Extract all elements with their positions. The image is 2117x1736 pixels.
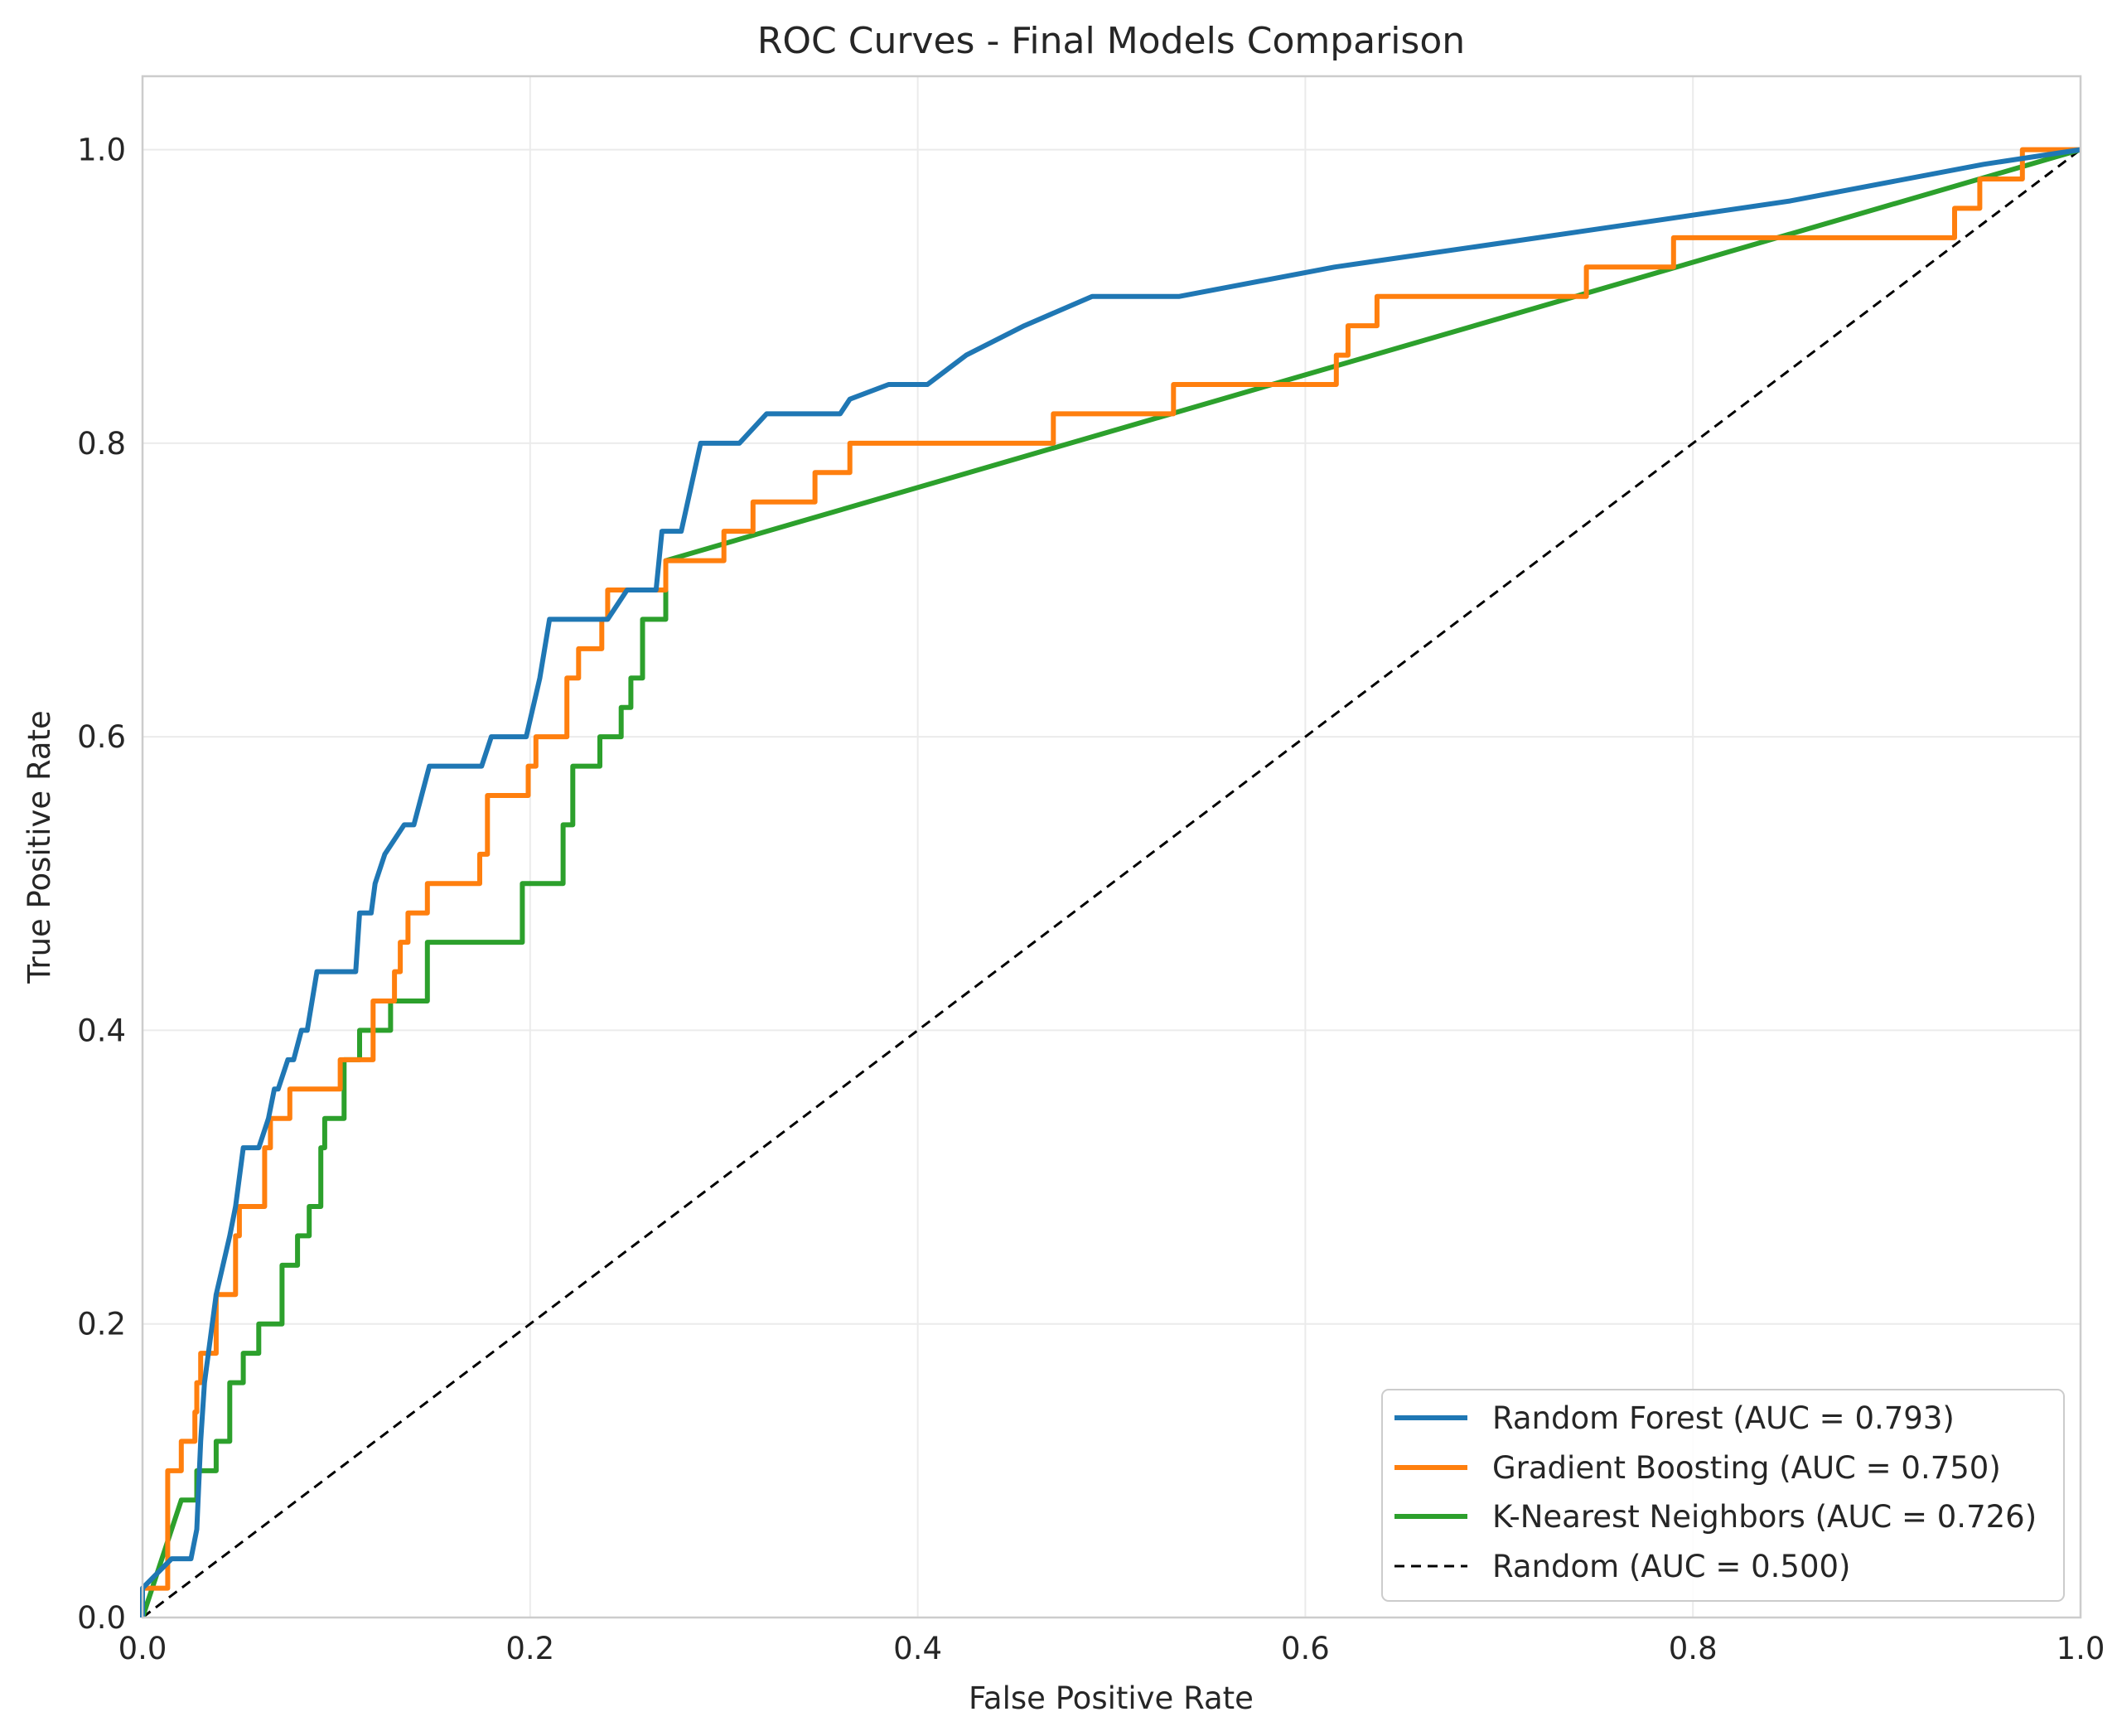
x-axis-label: False Positive Rate xyxy=(969,1680,1254,1716)
y-axis-label: True Positive Rate xyxy=(22,710,57,984)
x-tick-label: 1.0 xyxy=(2057,1631,2105,1666)
y-tick-label: 0.2 xyxy=(77,1307,126,1342)
y-tick-label: 0.4 xyxy=(77,1013,126,1048)
legend-label-random-forest: Random Forest (AUC = 0.793) xyxy=(1492,1400,1955,1436)
x-tick-label: 0.8 xyxy=(1669,1631,1718,1666)
plot-frame xyxy=(141,75,2082,1619)
y-tick-label: 0.6 xyxy=(77,719,126,755)
y-tick-label: 0.0 xyxy=(77,1600,126,1636)
tick-labels: 0.0 0.2 0.4 0.6 0.8 1.0 0.0 0.2 0.4 0.6 0.8 1.0 xyxy=(77,133,2105,1666)
series-line-random-forest xyxy=(140,147,2081,1618)
legend-label-random-baseline: Random (AUC = 0.500) xyxy=(1492,1549,1851,1584)
x-tick-label: 0.2 xyxy=(505,1631,554,1666)
legend-label-gradient-boosting: Gradient Boosting (AUC = 0.750) xyxy=(1492,1450,2001,1486)
series-line-random-baseline xyxy=(142,148,2081,1619)
series-lines xyxy=(140,147,2081,1619)
legend-label-knn: K-Nearest Neighbors (AUC = 0.726) xyxy=(1492,1499,2037,1535)
legend: Random Forest (AUC = 0.793) Gradient Boo… xyxy=(1381,1389,2065,1602)
legend-box xyxy=(1381,1389,2065,1602)
chart-title: ROC Curves - Final Models Comparison xyxy=(757,20,1465,62)
y-tick-label: 1.0 xyxy=(77,133,126,168)
x-tick-label: 0.6 xyxy=(1281,1631,1330,1666)
x-tick-label: 0.0 xyxy=(118,1631,167,1666)
plot-area-background xyxy=(143,76,2081,1618)
y-tick-label: 0.8 xyxy=(77,426,126,462)
grid-lines xyxy=(142,76,2081,1618)
x-tick-label: 0.4 xyxy=(893,1631,942,1666)
series-line-gradient-boosting xyxy=(140,147,2081,1618)
